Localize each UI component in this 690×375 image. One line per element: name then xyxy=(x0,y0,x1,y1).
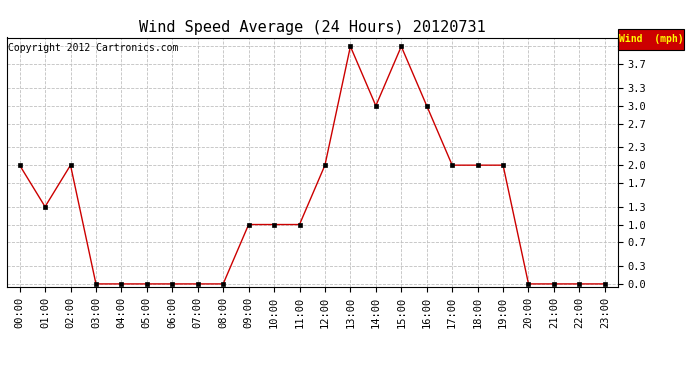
Text: Copyright 2012 Cartronics.com: Copyright 2012 Cartronics.com xyxy=(8,43,179,52)
Text: Wind  (mph): Wind (mph) xyxy=(619,34,683,44)
Title: Wind Speed Average (24 Hours) 20120731: Wind Speed Average (24 Hours) 20120731 xyxy=(139,20,486,35)
